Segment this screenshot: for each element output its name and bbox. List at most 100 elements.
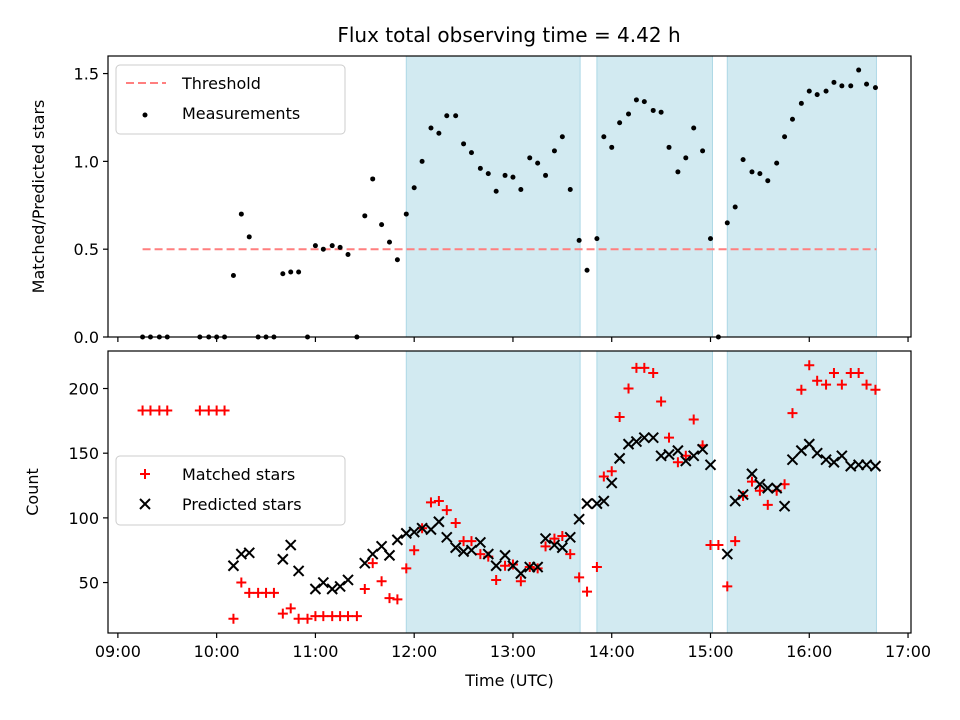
measurement-point xyxy=(320,246,326,252)
axes-frame xyxy=(107,55,912,338)
measurement-point xyxy=(806,88,812,94)
y-tick-label: 200 xyxy=(68,380,99,399)
measurement-point xyxy=(707,236,713,242)
legend-label: Measurements xyxy=(182,104,300,123)
measurement-point xyxy=(856,67,862,73)
predicted-star-point xyxy=(811,447,823,459)
matched-star-point xyxy=(401,563,412,574)
matched-star-point xyxy=(318,611,329,622)
predicted-star-point xyxy=(663,448,675,461)
matched-star-point xyxy=(606,466,617,477)
measurement-point xyxy=(700,148,706,154)
predicted-star-point xyxy=(704,459,717,471)
predicted-star-point xyxy=(573,513,585,525)
observing-window-band-2 xyxy=(726,350,877,634)
matched-star-point xyxy=(392,594,403,605)
matched-star-point xyxy=(796,384,807,395)
predicted-star-point xyxy=(515,567,527,580)
matched-star-point xyxy=(367,558,378,569)
matched-star-point xyxy=(549,533,560,544)
matched-star-point xyxy=(828,367,839,378)
predicted-star-point xyxy=(285,539,297,551)
measurement-point xyxy=(831,79,837,85)
measurement-point xyxy=(864,81,870,87)
observing-window-band-2 xyxy=(726,55,877,338)
measurement-point xyxy=(814,92,820,98)
measurement-point xyxy=(461,141,467,147)
legend-label: Predicted stars xyxy=(182,495,302,514)
legend-box xyxy=(115,64,346,135)
measurement-point xyxy=(477,165,483,171)
predicted-star-point xyxy=(606,477,618,489)
matched-star-point xyxy=(812,375,823,386)
matched-star-point xyxy=(433,496,444,507)
measurement-point xyxy=(543,172,549,178)
predicted-star-point xyxy=(564,531,576,543)
measurement-point xyxy=(650,107,656,113)
predicted-star-point xyxy=(836,450,848,462)
legend-label: Threshold xyxy=(181,74,261,93)
predicted-star-point xyxy=(499,549,511,562)
predicted-star-point xyxy=(786,453,799,466)
matched-star-point xyxy=(672,457,683,468)
matched-star-point xyxy=(466,536,477,547)
measurement-point xyxy=(345,251,351,257)
matched-star-point xyxy=(145,405,156,416)
matched-star-point xyxy=(285,603,296,614)
measurement-point xyxy=(559,134,565,140)
measurement-point xyxy=(666,144,672,150)
observing-window-band-0 xyxy=(405,55,581,338)
matched-star-point xyxy=(500,560,511,571)
measurement-point xyxy=(502,172,508,178)
x-tick-label: 09:00 xyxy=(95,642,141,661)
measurement-point xyxy=(230,273,236,279)
matched-star-point xyxy=(194,405,205,416)
measurement-point xyxy=(312,243,318,249)
legend-box xyxy=(115,455,346,526)
predicted-star-point xyxy=(292,565,305,577)
matched-star-point xyxy=(343,611,354,622)
measurement-point xyxy=(535,160,541,166)
observing-window-band-1 xyxy=(596,55,713,338)
measurement-point xyxy=(740,157,746,163)
matched-star-point xyxy=(409,545,420,556)
measurement-point xyxy=(848,83,854,89)
predicted-star-point xyxy=(375,540,388,553)
matched-star-point xyxy=(836,379,847,390)
predicted-star-point xyxy=(828,456,840,468)
matched-star-point xyxy=(688,414,699,425)
predicted-star-point xyxy=(309,583,322,595)
matched-star-point xyxy=(236,577,247,588)
matched-star-point xyxy=(376,576,387,587)
predicted-star-point xyxy=(638,431,651,444)
measurement-point xyxy=(609,144,615,150)
predicted-star-point xyxy=(581,497,593,510)
matched-star-point xyxy=(746,476,757,487)
matched-star-point xyxy=(219,405,230,416)
predicted-star-point xyxy=(227,560,240,572)
predicted-star-point xyxy=(441,531,453,543)
predicted-star-point xyxy=(672,444,684,457)
matched-star-point xyxy=(639,362,650,373)
measurement-point xyxy=(551,148,557,154)
legend: Threshold Measurements xyxy=(115,64,346,135)
measurement-point xyxy=(601,134,607,140)
predicted-star-point xyxy=(696,443,709,456)
measurement-point xyxy=(518,186,524,192)
matched-star-point xyxy=(162,405,173,416)
predicted-star-point xyxy=(869,460,882,472)
matched-star-point xyxy=(623,383,634,394)
predicted-star-point xyxy=(243,547,255,559)
y-tick-label: 0.5 xyxy=(74,240,99,259)
predicted-star-point xyxy=(474,536,487,549)
measurement-point xyxy=(386,239,392,245)
measurement-point xyxy=(329,243,335,249)
measurement-point xyxy=(444,113,450,119)
x-tick-label: 15:00 xyxy=(687,642,733,661)
predicted-star-point xyxy=(416,522,428,534)
matched-star-point xyxy=(861,379,872,390)
measurement-point xyxy=(774,160,780,166)
predicted-star-point xyxy=(680,455,692,467)
measurement-point xyxy=(411,185,417,191)
